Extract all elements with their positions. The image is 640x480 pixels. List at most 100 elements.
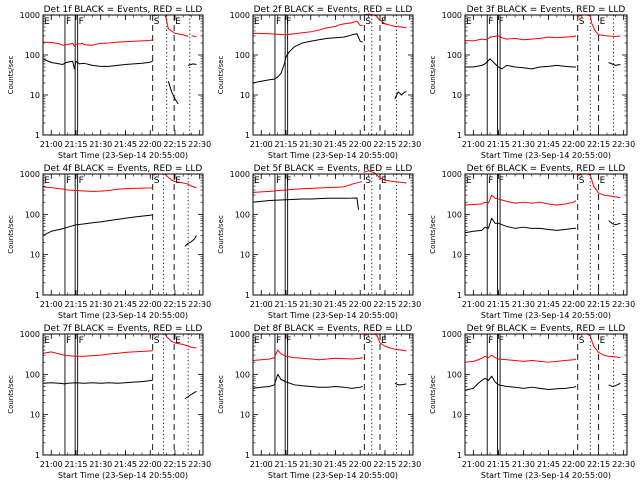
- x-tick-label: 22:00: [349, 300, 372, 309]
- event-marker-label: F: [79, 336, 84, 346]
- panel-2: Det 2f BLACK = Events, RED = LLD Counts/s…: [217, 5, 421, 160]
- x-tick-label: 22:00: [139, 460, 162, 469]
- x-tick-label: 22:15: [373, 300, 396, 309]
- plot-frame: [464, 173, 628, 296]
- panel-3: Det 3f BLACK = Events, RED = LLD Counts/s…: [429, 5, 635, 160]
- x-tick-label: 21:45: [537, 300, 560, 309]
- event-marker-label: F: [499, 17, 504, 27]
- x-tick-label: 21:45: [324, 300, 347, 309]
- x-tick-label: 21:15: [487, 300, 510, 309]
- x-tick-label: 21:30: [89, 460, 112, 469]
- event-marker-label: E: [44, 17, 50, 27]
- x-tick-label: 22:15: [587, 300, 610, 309]
- event-marker-label: F: [488, 176, 493, 186]
- y-tick-label: 10: [240, 411, 250, 420]
- x-tick-label: 21:15: [64, 300, 87, 309]
- x-axis-label: Start Time (23-Sep-14 20:55:00): [58, 471, 188, 480]
- lld-series-line: [191, 35, 197, 37]
- event-marker-label: E: [381, 17, 387, 27]
- y-tick-label: 1000: [230, 11, 250, 20]
- events-series-line: [608, 382, 621, 387]
- plot-frame: [42, 333, 204, 456]
- x-tick-label: 21:15: [274, 140, 297, 149]
- y-tick-label: 100: [447, 370, 462, 379]
- x-tick-label: 21:00: [462, 140, 485, 149]
- panel-1: Det 1f BLACK = Events, RED = LLD Counts/s…: [7, 5, 211, 160]
- event-marker-label: F: [488, 336, 493, 346]
- events-series-line: [394, 382, 407, 386]
- y-tick-label: 10: [30, 411, 40, 420]
- event-marker-label: F: [276, 17, 281, 27]
- y-tick-label: 1: [245, 291, 250, 300]
- x-tick-label: 21:45: [537, 140, 560, 149]
- event-marker-label: F: [499, 336, 504, 346]
- event-marker-label: F: [79, 17, 84, 27]
- event-marker-label: F: [499, 176, 504, 186]
- x-tick-label: 22:30: [398, 140, 421, 149]
- plot-frame: [42, 173, 204, 296]
- y-tick-label: 10: [452, 251, 462, 260]
- y-axis-label: Counts/sec: [217, 215, 225, 254]
- panel-9: Det 9f BLACK = Events, RED = LLD Counts/s…: [429, 324, 635, 480]
- events-series-line: [42, 58, 153, 70]
- panel-6: Det 6f BLACK = Events, RED = LLD Counts/s…: [429, 164, 635, 320]
- x-tick-label: 21:00: [250, 300, 273, 309]
- y-tick-label: 1: [457, 131, 462, 140]
- event-marker-label: E: [381, 336, 387, 346]
- y-axis-label: Counts/sec: [429, 56, 437, 95]
- x-tick-label: 21:15: [274, 460, 297, 469]
- y-tick-label: 1000: [442, 11, 462, 20]
- plot-frame: [252, 333, 414, 456]
- x-tick-label: 21:45: [114, 300, 137, 309]
- events-series-line: [167, 81, 179, 105]
- event-marker-label: S: [579, 176, 585, 186]
- x-tick-label: 22:30: [188, 300, 211, 309]
- y-tick-label: 1000: [20, 11, 40, 20]
- event-marker-label: E: [466, 176, 472, 186]
- y-axis-label: Counts/sec: [7, 56, 15, 95]
- panel-title: Det 3f BLACK = Events, RED = LLD: [467, 5, 626, 15]
- events-series-line: [252, 373, 363, 389]
- lld-series-line: [464, 194, 577, 206]
- x-tick-label: 21:15: [487, 140, 510, 149]
- panel-5: Det 5f BLACK = Events, RED = LLD Counts/s…: [217, 164, 421, 320]
- panel-title: Det 4f BLACK = Events, RED = LLD: [44, 164, 203, 174]
- x-axis-label: Start Time (23-Sep-14 20:55:00): [268, 151, 398, 160]
- panel-title: Det 2f BLACK = Events, RED = LLD: [254, 5, 413, 15]
- x-tick-label: 21:45: [537, 460, 560, 469]
- event-marker-label: E: [600, 176, 606, 186]
- panel-7: Det 7f BLACK = Events, RED = LLD Counts/s…: [7, 324, 211, 480]
- event-marker-label: F: [286, 336, 291, 346]
- y-tick-label: 1: [245, 451, 250, 460]
- y-axis-label: Counts/sec: [429, 215, 437, 254]
- y-tick-label: 10: [452, 91, 462, 100]
- y-tick-label: 10: [30, 251, 40, 260]
- x-axis-label: Start Time (23-Sep-14 20:55:00): [268, 471, 398, 480]
- event-marker-label: E: [600, 17, 606, 27]
- events-series-line: [465, 58, 577, 70]
- panel-title: Det 9f BLACK = Events, RED = LLD: [467, 324, 626, 334]
- events-series-line: [394, 91, 407, 100]
- x-tick-label: 22:00: [349, 140, 372, 149]
- y-tick-label: 1000: [20, 330, 40, 339]
- lld-series-line: [252, 349, 363, 362]
- y-tick-label: 100: [235, 210, 250, 219]
- y-axis-label: Counts/sec: [7, 215, 15, 254]
- event-marker-label: S: [365, 176, 371, 186]
- x-tick-label: 21:00: [40, 300, 63, 309]
- event-marker-label: E: [254, 17, 260, 27]
- x-tick-label: 22:30: [612, 140, 635, 149]
- event-marker-label: E: [466, 17, 472, 27]
- x-tick-label: 21:45: [324, 140, 347, 149]
- panel-title: Det 1f BLACK = Events, RED = LLD: [44, 5, 203, 15]
- events-series-line: [184, 235, 197, 247]
- x-tick-label: 21:45: [114, 140, 137, 149]
- event-marker-label: E: [175, 176, 181, 186]
- y-tick-label: 100: [447, 51, 462, 60]
- x-tick-label: 22:00: [139, 140, 162, 149]
- event-marker-label: E: [600, 336, 606, 346]
- x-tick-label: 22:00: [562, 140, 585, 149]
- y-axis-label: Counts/sec: [7, 375, 15, 414]
- plot-frame: [252, 173, 414, 296]
